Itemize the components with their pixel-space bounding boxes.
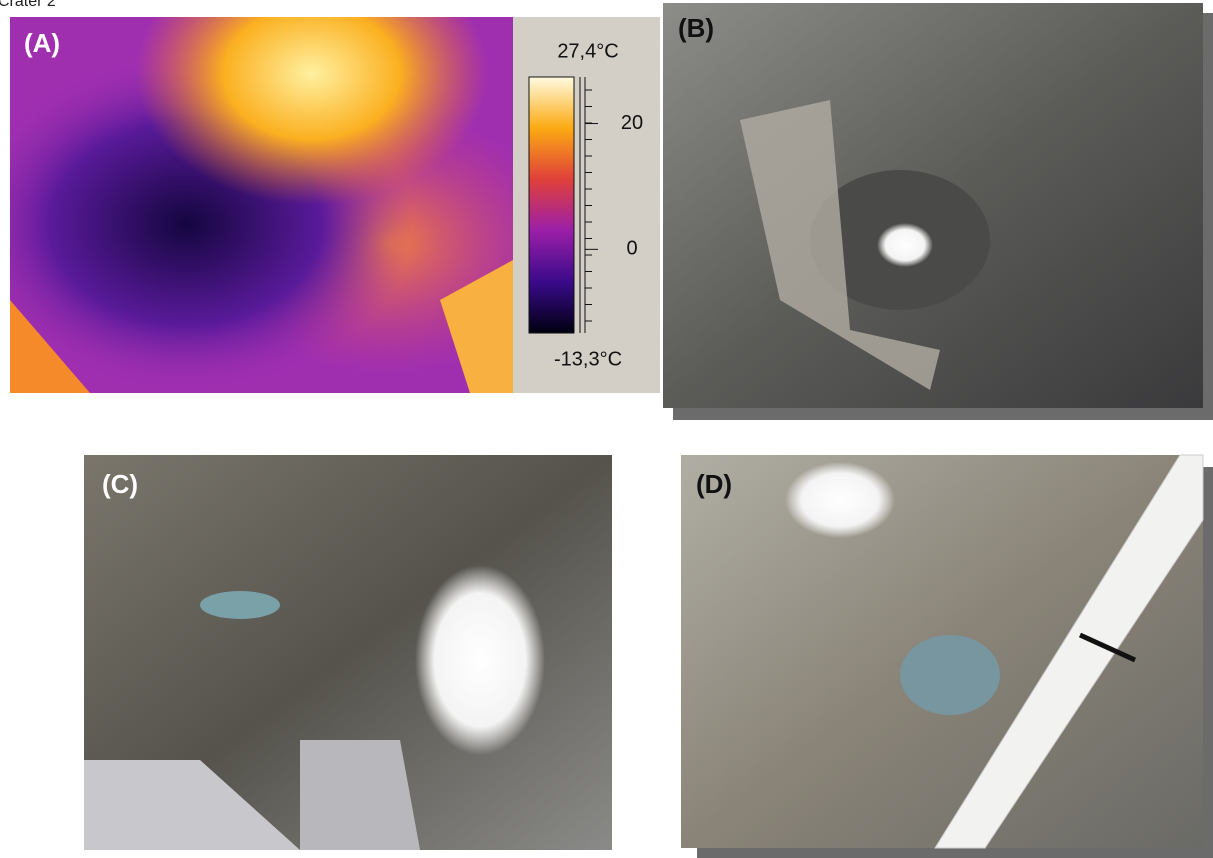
photo bbox=[877, 223, 933, 267]
colorbar bbox=[529, 77, 574, 333]
panel-label: (A) bbox=[24, 28, 60, 58]
colorbar-end-label: 27,4°C bbox=[557, 40, 618, 62]
colorbar-tick-label: 20 bbox=[621, 112, 643, 134]
colorbar-tick-label: 0 bbox=[626, 238, 637, 260]
thermal-image bbox=[10, 17, 513, 393]
colorbar-end-label: -13,3°C bbox=[554, 348, 622, 370]
photo bbox=[300, 740, 420, 850]
photo bbox=[415, 565, 545, 755]
panel-label: (D) bbox=[696, 469, 732, 499]
caption: Crater 2 bbox=[0, 0, 56, 10]
photo bbox=[900, 635, 1000, 715]
panel-label: (B) bbox=[678, 13, 714, 43]
photo bbox=[200, 591, 280, 619]
photo bbox=[785, 462, 895, 538]
figure: Crater 2 -13,3°C 0 20 27,4°C (A) (B) (C) (D… bbox=[0, 0, 1213, 858]
panel-label: (C) bbox=[102, 469, 138, 499]
